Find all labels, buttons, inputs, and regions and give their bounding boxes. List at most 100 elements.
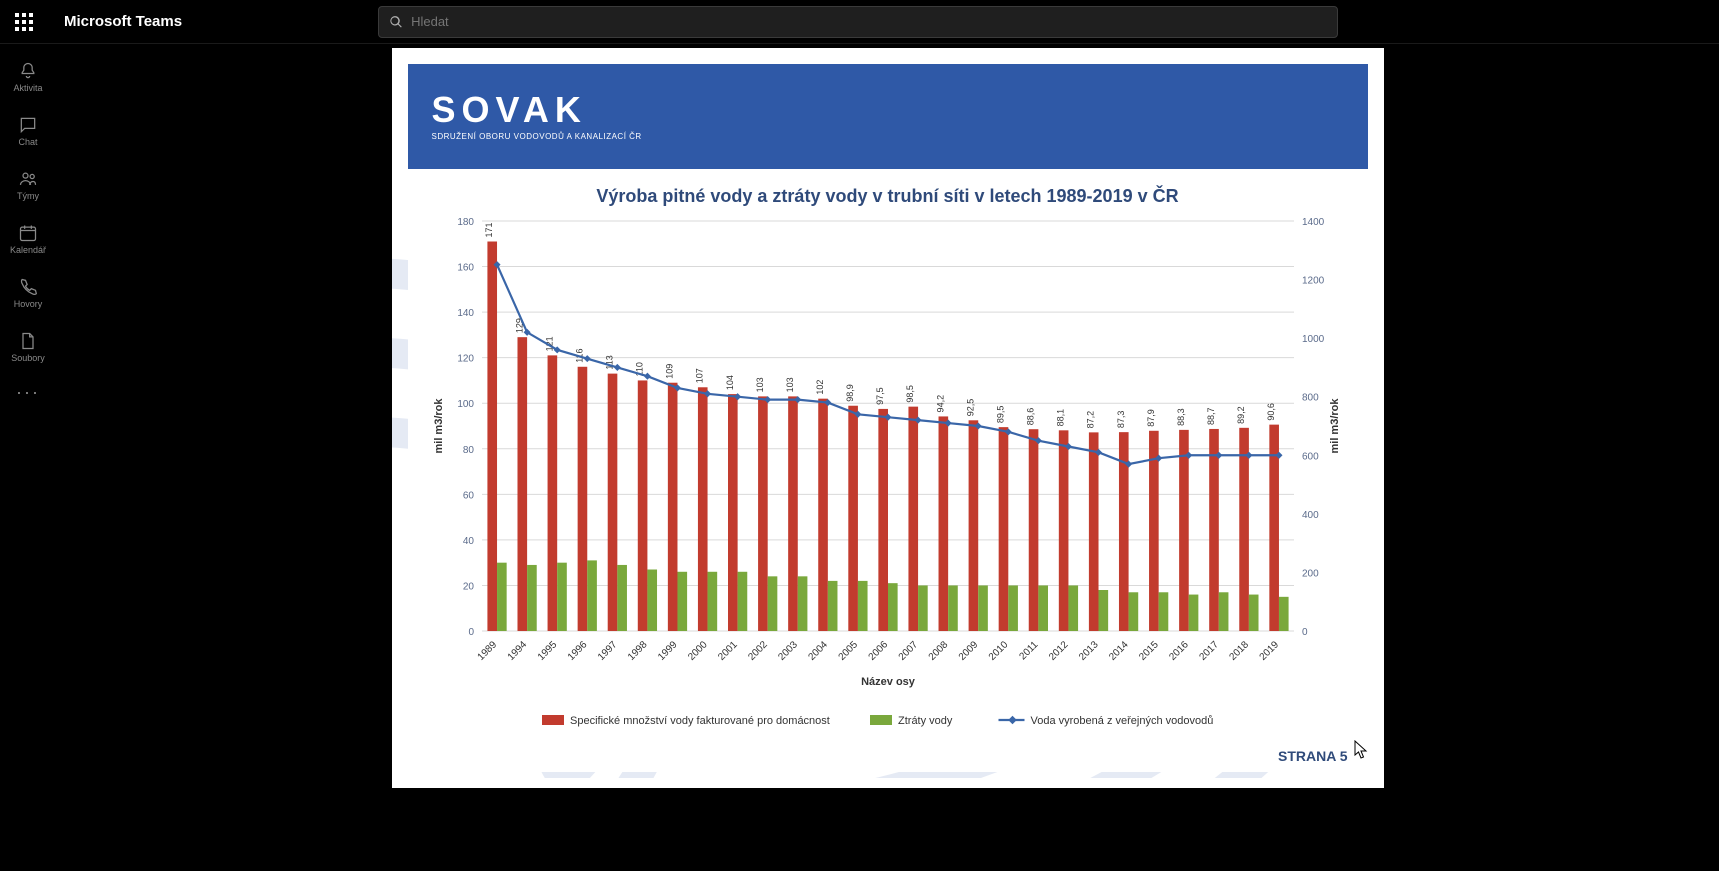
rail-label: Týmy [17, 191, 39, 201]
svg-text:800: 800 [1302, 393, 1319, 404]
svg-text:60: 60 [462, 490, 474, 501]
content-area: SOVAK SDRUŽENÍ OBORU VODOVODŮ A KANALIZA… [56, 44, 1719, 871]
svg-text:120: 120 [457, 354, 474, 365]
page-number: STRANA 5 [1278, 748, 1348, 764]
file-icon [18, 331, 38, 351]
svg-text:89,5: 89,5 [995, 406, 1005, 424]
svg-text:1998: 1998 [626, 639, 650, 663]
svg-text:98,9: 98,9 [845, 384, 855, 402]
svg-text:200: 200 [1302, 568, 1319, 579]
logo-subtitle: SDRUŽENÍ OBORU VODOVODŮ A KANALIZACÍ ČR [432, 132, 642, 141]
svg-text:2007: 2007 [896, 639, 920, 663]
svg-text:2016: 2016 [1167, 639, 1191, 663]
svg-text:Specifické množství vody faktu: Specifické množství vody fakturované pro… [570, 715, 830, 727]
svg-text:1999: 1999 [656, 639, 680, 663]
svg-text:2008: 2008 [926, 639, 950, 663]
logo: SOVAK SDRUŽENÍ OBORU VODOVODŮ A KANALIZA… [432, 92, 642, 141]
svg-text:88,1: 88,1 [1055, 409, 1065, 427]
svg-text:1000: 1000 [1302, 334, 1325, 345]
rail-label: Soubory [11, 353, 45, 363]
svg-text:87,2: 87,2 [1085, 411, 1095, 429]
chat-icon [18, 115, 38, 135]
svg-text:88,6: 88,6 [1025, 408, 1035, 426]
svg-text:107: 107 [694, 368, 704, 383]
svg-text:103: 103 [754, 377, 764, 392]
svg-text:2006: 2006 [866, 639, 890, 663]
svg-text:103: 103 [784, 377, 794, 392]
svg-text:88,7: 88,7 [1206, 407, 1216, 425]
svg-text:0: 0 [1302, 627, 1308, 638]
svg-text:109: 109 [664, 364, 674, 379]
rail-chat[interactable]: Chat [0, 106, 56, 156]
svg-text:2017: 2017 [1197, 639, 1221, 663]
svg-text:Název osy: Název osy [861, 676, 916, 688]
svg-text:2010: 2010 [986, 639, 1010, 663]
svg-text:0: 0 [468, 627, 474, 638]
svg-text:104: 104 [724, 375, 734, 390]
rail-activity[interactable]: Aktivita [0, 52, 56, 102]
svg-text:113: 113 [604, 355, 614, 369]
svg-text:2012: 2012 [1047, 639, 1071, 663]
rail-label: Hovory [14, 299, 43, 309]
svg-text:mil m3/rok: mil m3/rok [433, 398, 445, 454]
svg-text:160: 160 [457, 263, 474, 274]
svg-text:1400: 1400 [1302, 217, 1325, 228]
rail-label: Kalendář [10, 245, 46, 255]
svg-text:100: 100 [457, 399, 474, 410]
svg-text:94,2: 94,2 [935, 395, 945, 413]
svg-text:2004: 2004 [806, 639, 830, 663]
chart-svg: 0204060801001201401601800200400600800100… [424, 211, 1352, 751]
people-icon [18, 169, 38, 189]
calendar-icon [18, 223, 38, 243]
phone-icon [18, 277, 38, 297]
svg-text:2000: 2000 [686, 639, 710, 663]
svg-text:2001: 2001 [716, 639, 740, 663]
svg-text:2018: 2018 [1227, 639, 1251, 663]
svg-text:2009: 2009 [956, 639, 980, 663]
svg-text:400: 400 [1302, 510, 1319, 521]
rail-label: Chat [18, 137, 37, 147]
svg-text:87,9: 87,9 [1145, 409, 1155, 427]
left-rail: Aktivita Chat Týmy Kalendář Hovory Soubo… [0, 44, 56, 871]
svg-text:40: 40 [462, 536, 474, 547]
svg-text:92,5: 92,5 [965, 399, 975, 417]
svg-text:2002: 2002 [746, 639, 770, 663]
body: Aktivita Chat Týmy Kalendář Hovory Soubo… [0, 44, 1719, 871]
bell-icon [18, 61, 38, 81]
svg-text:97,5: 97,5 [875, 387, 885, 405]
search-box[interactable] [378, 6, 1338, 38]
search-wrap [378, 6, 1338, 38]
svg-text:20: 20 [462, 581, 474, 592]
rail-calls[interactable]: Hovory [0, 268, 56, 318]
rail-calendar[interactable]: Kalendář [0, 214, 56, 264]
search-input[interactable] [411, 14, 1327, 29]
svg-text:1200: 1200 [1302, 276, 1325, 287]
svg-text:1994: 1994 [505, 639, 529, 663]
svg-text:2011: 2011 [1017, 639, 1040, 662]
svg-text:89,2: 89,2 [1236, 406, 1246, 424]
svg-text:1997: 1997 [595, 639, 619, 663]
svg-text:140: 140 [457, 308, 474, 319]
svg-text:1995: 1995 [535, 639, 559, 663]
svg-text:1996: 1996 [565, 639, 589, 663]
rail-teams[interactable]: Týmy [0, 160, 56, 210]
svg-text:98,5: 98,5 [905, 385, 915, 403]
svg-text:2015: 2015 [1137, 639, 1161, 663]
app-title: Microsoft Teams [64, 13, 182, 30]
rail-files[interactable]: Soubory [0, 322, 56, 372]
svg-text:80: 80 [462, 445, 474, 456]
svg-text:2019: 2019 [1257, 639, 1281, 663]
svg-text:2003: 2003 [776, 639, 800, 663]
topbar: Microsoft Teams [0, 0, 1719, 44]
rail-more[interactable]: ··· [16, 376, 40, 403]
logo-name: SOVAK [432, 92, 642, 128]
svg-text:180: 180 [457, 217, 474, 228]
svg-text:171: 171 [484, 222, 494, 237]
svg-text:90,6: 90,6 [1266, 403, 1276, 421]
rail-label: Aktivita [13, 83, 42, 93]
svg-text:Ztráty vody: Ztráty vody [898, 715, 953, 727]
svg-text:2005: 2005 [836, 639, 860, 663]
slide-body: Výroba pitné vody a ztráty vody v trubní… [408, 178, 1368, 772]
svg-text:1989: 1989 [475, 639, 499, 663]
app-launcher-icon[interactable] [8, 6, 40, 38]
